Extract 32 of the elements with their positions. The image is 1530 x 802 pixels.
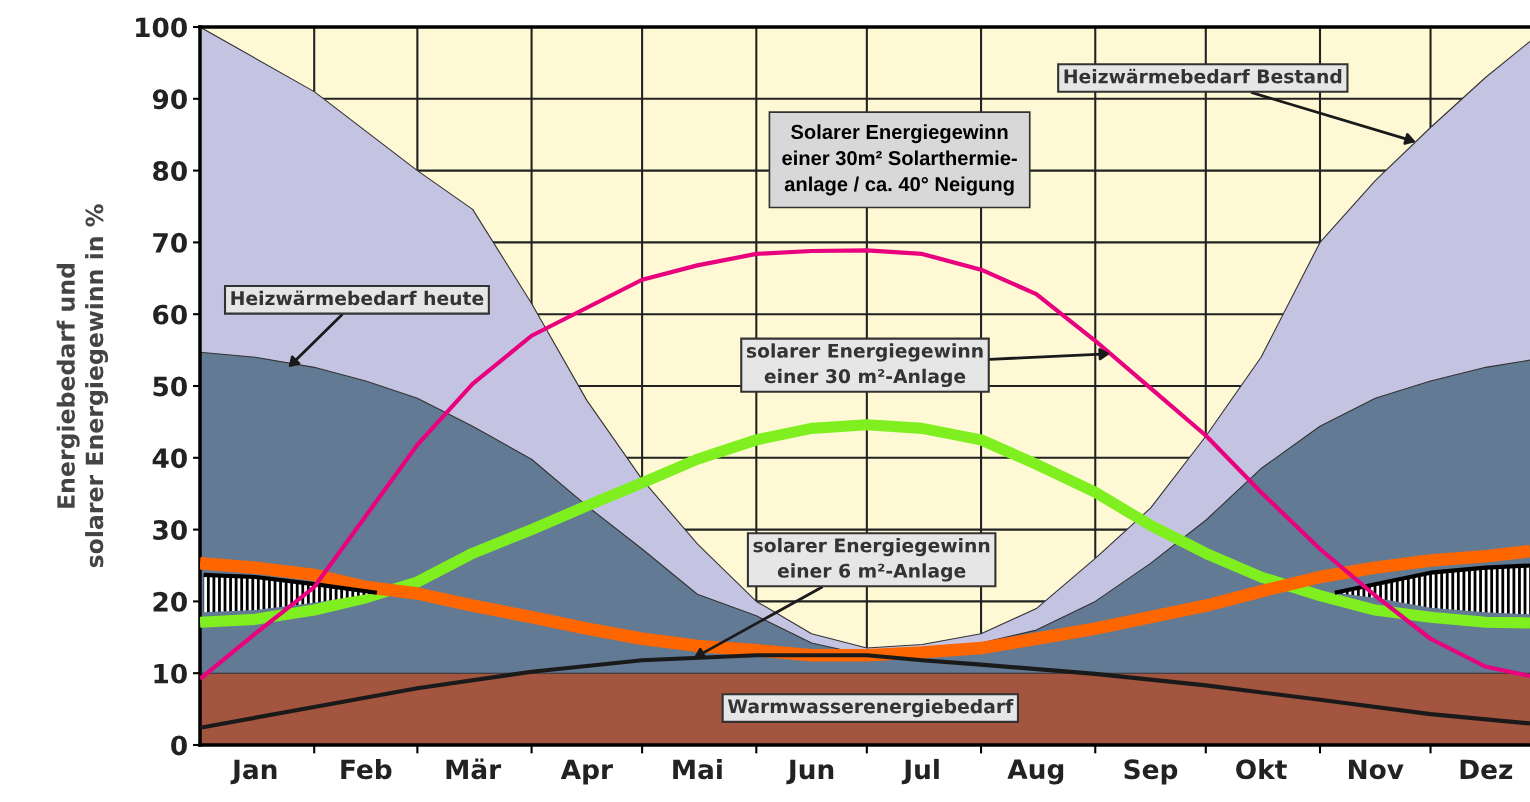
annotation: solarer Energiegewinn einer 6 m²-Anlage <box>753 537 990 582</box>
y-tick-label: 80 <box>153 161 187 181</box>
y-tick-label: 40 <box>152 448 187 469</box>
y-tick-label: 90 <box>152 89 187 110</box>
y-tick-label: 20 <box>153 591 187 612</box>
x-tick-label: Jun <box>786 759 834 785</box>
x-tick-label: Apr <box>560 759 613 785</box>
x-tick-label: Okt <box>1236 758 1287 780</box>
annotation: Heizwärmebedarf Bestand <box>1064 68 1342 84</box>
x-tick-label: Mai <box>673 758 722 780</box>
line-series <box>1332 563 1530 595</box>
y-tick-label: 100 <box>136 17 187 38</box>
annotation: Solarer Energiegewinn einer 30m² Solarthermie- anlage / ca. 40° Neigung <box>782 124 1017 196</box>
annotation: solarer Energiegewinn einer 30 m²-Anlage <box>746 343 983 388</box>
y-tick-label: 70 <box>153 232 187 253</box>
y-axis-title: Energiebedarf und solarer Energiegewinn in % <box>56 204 109 568</box>
line-series <box>201 572 379 595</box>
annotation: Heizwärmebedarf heute <box>231 290 484 306</box>
x-tick-label: Mär <box>446 758 502 780</box>
y-tick-label: 50 <box>153 376 187 397</box>
x-tick-label: Sep <box>1124 759 1178 785</box>
y-tick-label: 30 <box>153 520 187 540</box>
x-tick-label: Dez <box>1460 759 1513 780</box>
x-tick-label: Aug <box>1007 759 1064 785</box>
y-tick-label: 10 <box>154 663 187 684</box>
annotation: Warmwasserenergiebedarf <box>727 698 1014 718</box>
x-tick-label: Jan <box>230 759 277 785</box>
y-tick-label: 0 <box>171 735 187 756</box>
x-tick-label: Jul <box>901 758 939 785</box>
x-tick-label: Feb <box>341 758 392 780</box>
y-tick-label: 60 <box>153 304 187 325</box>
x-tick-label: Nov <box>1348 759 1404 780</box>
